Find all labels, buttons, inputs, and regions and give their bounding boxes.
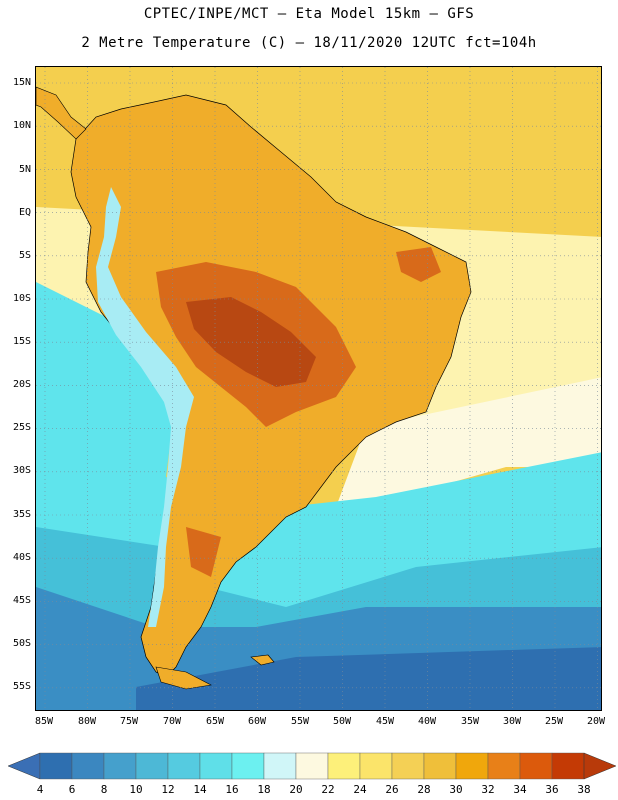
ocean-south-deep xyxy=(136,647,601,710)
colorbar-label: 28 xyxy=(417,783,431,796)
map-canvas xyxy=(36,67,601,710)
colorbar xyxy=(7,752,617,780)
temperature-map xyxy=(35,66,602,711)
lon-label: 70W xyxy=(162,716,182,727)
colorbar-swatch xyxy=(359,752,393,780)
land-hottest-core xyxy=(186,297,316,387)
colorbar-label: 10 xyxy=(129,783,143,796)
lat-label: 55S xyxy=(12,681,31,692)
lon-label: 40W xyxy=(417,716,437,727)
lon-label: 85W xyxy=(34,716,54,727)
colorbar-swatch xyxy=(519,752,553,780)
lat-label: 15N xyxy=(12,77,31,88)
colorbar-label: 30 xyxy=(449,783,463,796)
colorbar-swatch xyxy=(39,752,73,780)
andes-cold-strip xyxy=(96,187,194,627)
colorbar-swatches xyxy=(39,752,585,780)
lat-label: 10N xyxy=(12,120,31,131)
graticule xyxy=(36,67,601,710)
lat-label: 45S xyxy=(12,595,31,606)
colorbar-swatch xyxy=(135,752,169,780)
lon-label: 35W xyxy=(460,716,480,727)
colorbar-label: 38 xyxy=(577,783,591,796)
land-central-america xyxy=(36,86,87,140)
ocean-cream-band xyxy=(336,377,601,507)
colorbar-swatch xyxy=(295,752,329,780)
colorbar-label: 22 xyxy=(321,783,335,796)
colorbar-label: 6 xyxy=(68,783,76,796)
colorbar-label: 16 xyxy=(225,783,239,796)
lat-label: 15S xyxy=(12,336,31,347)
land-tierra-del-fuego xyxy=(155,666,212,690)
lon-label: 45W xyxy=(375,716,395,727)
colorbar-label: 24 xyxy=(353,783,367,796)
colorbar-left-cap xyxy=(7,752,41,780)
lon-label: 65W xyxy=(205,716,225,727)
lon-label: 75W xyxy=(119,716,139,727)
lat-label: 5N xyxy=(18,164,31,175)
title-line-2: 2 Metre Temperature (C) – 18/11/2020 12U… xyxy=(81,35,537,51)
lon-label: 55W xyxy=(290,716,310,727)
lat-label: 40S xyxy=(12,552,31,563)
colorbar-swatch xyxy=(391,752,425,780)
lat-label: 30S xyxy=(12,465,31,476)
lat-label: EQ xyxy=(18,207,31,218)
colorbar-swatch xyxy=(551,752,585,780)
colorbar-label: 20 xyxy=(289,783,303,796)
land-hot-northeast xyxy=(396,247,441,282)
lat-label: 10S xyxy=(12,293,31,304)
lat-label: 35S xyxy=(12,509,31,520)
lat-label: 25S xyxy=(12,422,31,433)
title-line-1: CPTEC/INPE/MCT – Eta Model 15km – GFS xyxy=(143,6,475,22)
colorbar-label: 18 xyxy=(257,783,271,796)
colorbar-swatch xyxy=(103,752,137,780)
colorbar-swatch xyxy=(231,752,265,780)
colorbar-label: 12 xyxy=(161,783,175,796)
colorbar-label: 36 xyxy=(545,783,559,796)
lon-label: 60W xyxy=(247,716,267,727)
colorbar-swatch xyxy=(71,752,105,780)
colorbar-label: 8 xyxy=(100,783,108,796)
colorbar-swatch xyxy=(327,752,361,780)
lat-label: 5S xyxy=(18,250,31,261)
colorbar-label: 14 xyxy=(193,783,207,796)
colorbar-swatch xyxy=(487,752,521,780)
colorbar-label: 32 xyxy=(481,783,495,796)
colorbar-label: 26 xyxy=(385,783,399,796)
lat-label: 50S xyxy=(12,638,31,649)
colorbar-swatch xyxy=(167,752,201,780)
land-falklands xyxy=(250,654,275,666)
colorbar-right-cap xyxy=(583,752,617,780)
colorbar-label: 34 xyxy=(513,783,527,796)
lon-label: 30W xyxy=(502,716,522,727)
land-hot-patagonia xyxy=(186,527,221,577)
lon-label: 80W xyxy=(77,716,97,727)
lon-label: 25W xyxy=(544,716,564,727)
colorbar-swatch xyxy=(263,752,297,780)
lon-label: 20W xyxy=(586,716,606,727)
lat-label: 20S xyxy=(12,379,31,390)
colorbar-swatch xyxy=(455,752,489,780)
colorbar-label: 4 xyxy=(36,783,44,796)
colorbar-swatch xyxy=(423,752,457,780)
lon-label: 50W xyxy=(332,716,352,727)
colorbar-swatch xyxy=(199,752,233,780)
